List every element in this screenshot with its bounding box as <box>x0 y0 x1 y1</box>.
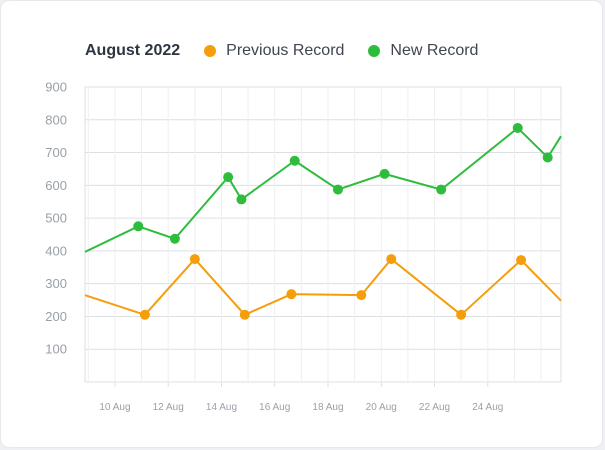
y-tick-label: 700 <box>45 145 67 160</box>
x-tick-label: 12 Aug <box>153 402 184 413</box>
y-tick-label: 600 <box>45 178 67 193</box>
y-tick-label: 100 <box>45 342 67 357</box>
legend-dot-new-record <box>368 45 381 57</box>
data-point-previous-record <box>356 290 367 301</box>
chart-title: August 2022 <box>85 42 181 59</box>
data-point-new-record <box>332 184 343 195</box>
series-line-previous-record <box>84 258 562 316</box>
data-point-previous-record <box>456 309 467 320</box>
data-point-new-record <box>223 172 234 183</box>
y-tick-label: 900 <box>45 80 67 95</box>
legend-dot-previous-record <box>204 45 217 57</box>
data-point-new-record <box>236 194 247 205</box>
legend-label-new-record: New Record <box>390 42 479 59</box>
data-point-new-record <box>436 184 447 195</box>
data-point-new-record <box>289 155 300 166</box>
x-tick-label: 14 Aug <box>206 402 237 413</box>
x-tick-label: 18 Aug <box>312 402 343 413</box>
chart-legend: August 2022 Previous Record New Record <box>85 39 502 63</box>
legend-label-previous-record: Previous Record <box>226 42 345 59</box>
x-tick-label: 16 Aug <box>259 402 290 413</box>
x-tick-label: 22 Aug <box>419 402 450 413</box>
y-tick-label: 300 <box>45 276 67 291</box>
y-tick-label: 800 <box>45 112 67 127</box>
data-point-new-record <box>542 152 553 163</box>
data-point-previous-record <box>386 254 397 265</box>
data-point-new-record <box>512 122 523 133</box>
data-point-new-record <box>169 233 180 244</box>
y-tick-label: 200 <box>45 309 67 324</box>
data-point-new-record <box>133 221 144 232</box>
x-tick-label: 10 Aug <box>99 402 130 413</box>
data-point-previous-record <box>139 309 150 320</box>
data-point-new-record <box>379 168 390 179</box>
data-point-previous-record <box>516 255 527 266</box>
y-tick-label: 500 <box>45 211 67 226</box>
legend-item-previous-record[interactable]: Previous Record <box>204 42 344 60</box>
data-point-previous-record <box>189 254 200 265</box>
legend-item-new-record[interactable]: New Record <box>368 42 478 60</box>
x-tick-label: 24 Aug <box>472 402 503 413</box>
data-point-previous-record <box>286 289 297 300</box>
series-line-new-record <box>84 126 562 253</box>
data-point-previous-record <box>239 309 250 320</box>
x-tick-label: 20 Aug <box>366 402 397 413</box>
y-tick-label: 400 <box>45 243 67 258</box>
